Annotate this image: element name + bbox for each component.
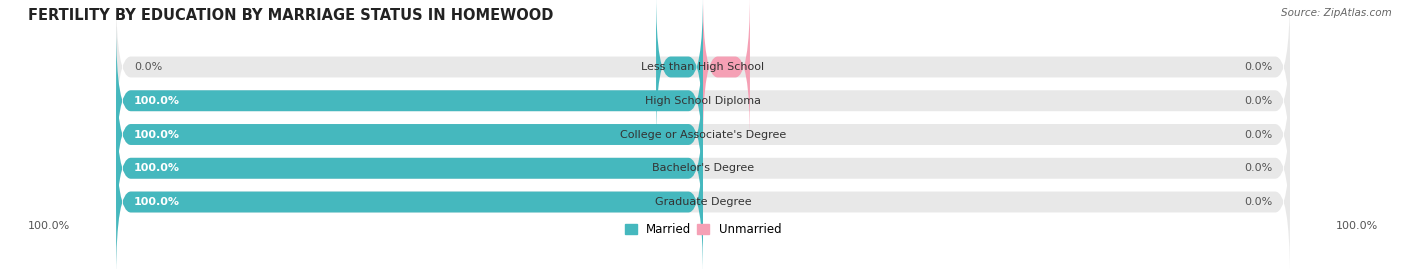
Text: 0.0%: 0.0% <box>1244 163 1272 173</box>
FancyBboxPatch shape <box>117 27 703 175</box>
FancyBboxPatch shape <box>117 61 703 208</box>
Text: 0.0%: 0.0% <box>1244 197 1272 207</box>
Text: Source: ZipAtlas.com: Source: ZipAtlas.com <box>1281 8 1392 18</box>
Text: 100.0%: 100.0% <box>1336 221 1378 231</box>
Text: Graduate Degree: Graduate Degree <box>655 197 751 207</box>
FancyBboxPatch shape <box>117 61 1289 208</box>
Text: 100.0%: 100.0% <box>134 197 180 207</box>
Text: Less than High School: Less than High School <box>641 62 765 72</box>
Text: 0.0%: 0.0% <box>1244 96 1272 106</box>
Legend: Married, Unmarried: Married, Unmarried <box>620 218 786 240</box>
Text: College or Associate's Degree: College or Associate's Degree <box>620 129 786 140</box>
Text: FERTILITY BY EDUCATION BY MARRIAGE STATUS IN HOMEWOOD: FERTILITY BY EDUCATION BY MARRIAGE STATU… <box>28 8 554 23</box>
FancyBboxPatch shape <box>117 0 1289 141</box>
FancyBboxPatch shape <box>117 94 1289 242</box>
Text: 100.0%: 100.0% <box>134 163 180 173</box>
Text: 0.0%: 0.0% <box>1244 129 1272 140</box>
Text: 0.0%: 0.0% <box>134 62 162 72</box>
FancyBboxPatch shape <box>703 0 749 141</box>
Text: Bachelor's Degree: Bachelor's Degree <box>652 163 754 173</box>
Text: 100.0%: 100.0% <box>134 129 180 140</box>
FancyBboxPatch shape <box>657 0 703 141</box>
FancyBboxPatch shape <box>117 27 1289 175</box>
FancyBboxPatch shape <box>117 128 1289 269</box>
FancyBboxPatch shape <box>117 94 703 242</box>
Text: 0.0%: 0.0% <box>1244 62 1272 72</box>
FancyBboxPatch shape <box>117 128 703 269</box>
Text: 100.0%: 100.0% <box>28 221 70 231</box>
Text: 100.0%: 100.0% <box>134 96 180 106</box>
Text: High School Diploma: High School Diploma <box>645 96 761 106</box>
